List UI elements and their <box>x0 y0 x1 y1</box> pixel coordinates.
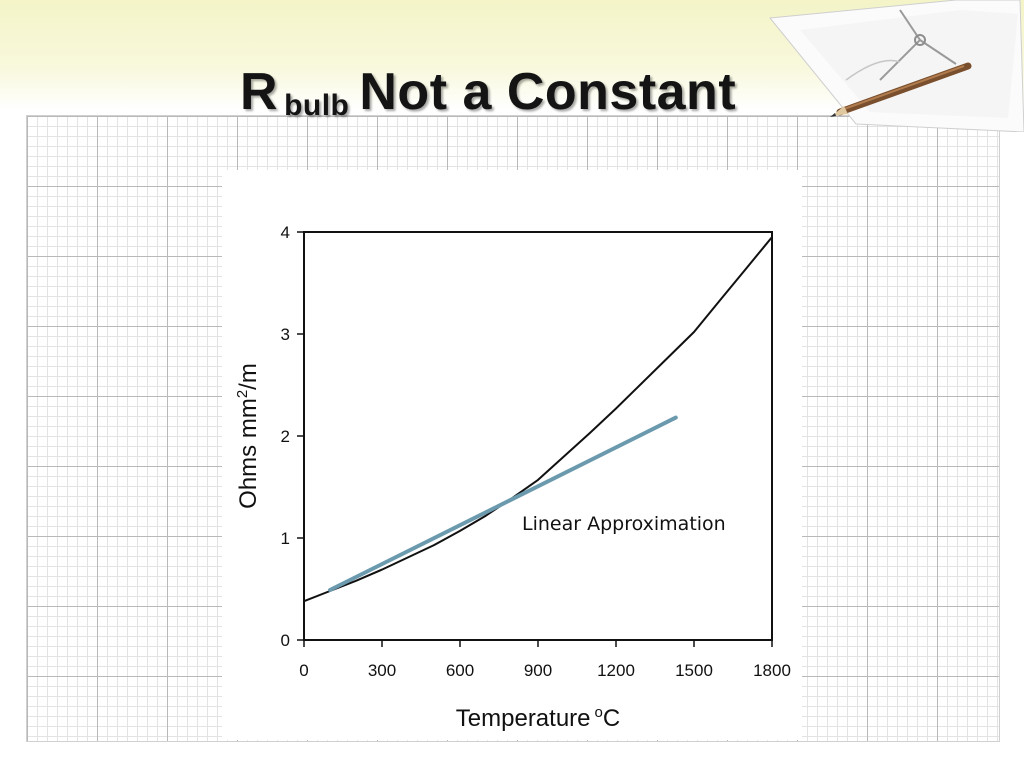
y-axis-label: Ohms mm <box>235 398 262 509</box>
x-tick-label: 600 <box>446 661 474 680</box>
slide-title-subscript: bulb <box>284 89 350 122</box>
y-axis-unit: /m <box>235 363 262 390</box>
plot-frame <box>303 231 773 641</box>
y-axis-title: Ohms mm2/m <box>234 363 262 509</box>
y-tick-label: 0 <box>281 631 290 650</box>
y-tick-label: 2 <box>281 427 290 446</box>
x-tick-label: 1800 <box>753 661 791 680</box>
x-axis-title: Temperature oC <box>456 704 620 732</box>
chart-panel: 0 300 600 900 1200 1500 1800 0 1 2 3 4 Temperature o… <box>222 170 802 740</box>
data-series <box>303 236 773 603</box>
x-axis-label: Temperature <box>456 705 591 732</box>
y-axis-superscript: 2 <box>234 390 251 398</box>
y-tick-label: 1 <box>281 529 290 548</box>
resistivity-curve <box>303 236 773 603</box>
x-tick-label: 0 <box>299 661 308 680</box>
resistivity-chart: 0 300 600 900 1200 1500 1800 0 1 2 3 4 Temperature o… <box>234 223 791 732</box>
x-axis-unit: C <box>603 705 620 732</box>
axis-ticks: 0 300 600 900 1200 1500 1800 0 1 2 3 4 <box>281 223 791 680</box>
x-tick-label: 1200 <box>597 661 635 680</box>
x-tick-label: 900 <box>524 661 552 680</box>
x-axis-unit-superscript: o <box>595 704 603 721</box>
y-tick-label: 3 <box>281 325 290 344</box>
slide-title-rest: Not a Constant <box>359 63 737 121</box>
y-tick-label: 4 <box>281 223 290 242</box>
paper-and-pencil-icon <box>769 0 1024 132</box>
slide-title-main: R <box>240 63 279 121</box>
x-tick-label: 300 <box>368 661 396 680</box>
linear-approximation-line <box>328 415 678 592</box>
linear-approximation-label: Linear Approximation <box>522 513 726 535</box>
x-tick-label: 1500 <box>675 661 713 680</box>
